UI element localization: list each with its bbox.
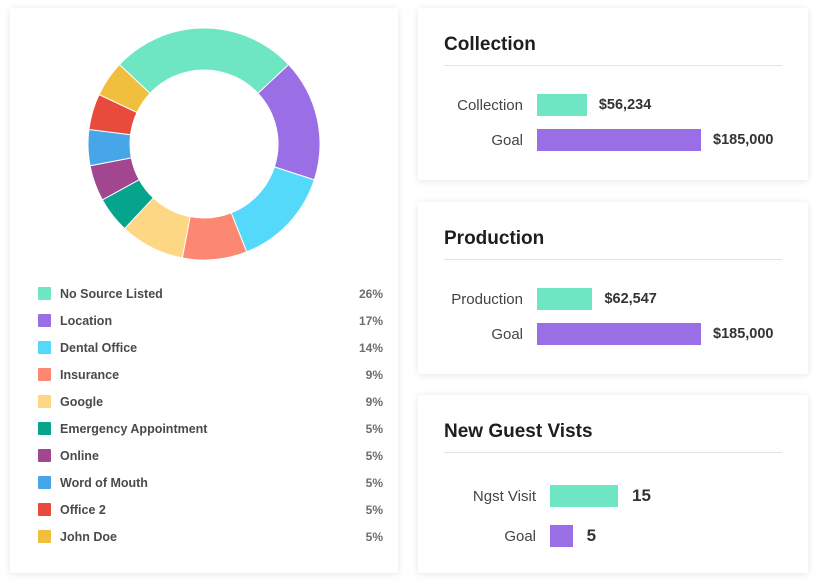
legend-swatch [38, 395, 51, 408]
collection-row-collection: Collection $56,234 [418, 93, 808, 117]
production-row-goal: Goal $185,000 [418, 322, 808, 346]
collection-divider [444, 65, 782, 66]
legend-percentage: 5% [365, 421, 383, 436]
legend-item-no-source-listed: No Source Listed 26% [38, 280, 383, 307]
legend-item-john-doe: John Doe 5% [38, 523, 383, 550]
legend-item-online: Online 5% [38, 442, 383, 469]
production-bar [537, 323, 701, 345]
collection-label: Goal [491, 131, 523, 149]
legend-swatch [38, 503, 51, 516]
production-value: $185,000 [713, 326, 774, 342]
legend-item-emergency-appointment: Emergency Appointment 5% [38, 415, 383, 442]
legend-swatch [38, 341, 51, 354]
legend-percentage: 5% [365, 475, 383, 490]
collection-bar [537, 129, 701, 151]
donut-slice-no-source-listed [118, 27, 290, 95]
donut-slice-john-doe [98, 63, 151, 114]
production-value: $62,547 [604, 291, 657, 307]
production-divider [444, 259, 782, 260]
collection-bar-track: $185,000 [537, 129, 773, 151]
legend-swatch [38, 476, 51, 489]
collection-bar [537, 94, 587, 116]
legend-swatch [38, 287, 51, 300]
legend-swatch [38, 530, 51, 543]
legend-percentage: 9% [365, 394, 383, 409]
legend-label: Google [60, 394, 104, 409]
legend-swatch [38, 314, 51, 327]
production-title: Production [444, 228, 545, 249]
guest-visits-value: 15 [632, 486, 651, 505]
legend-percentage: 17% [358, 313, 383, 328]
production-bar [537, 288, 593, 310]
legend-item-office-2: Office 2 5% [38, 496, 383, 523]
collection-value: $56,234 [598, 97, 652, 113]
production-bar-track: $62,547 [537, 288, 657, 310]
production-label: Goal [491, 325, 523, 343]
production-label: Production [451, 290, 523, 308]
production-row-production: Production $62,547 [418, 287, 808, 311]
legend-percentage: 14% [358, 340, 383, 355]
legend-label: Word of Mouth [60, 475, 148, 490]
legend-percentage: 5% [365, 502, 383, 517]
legend-label: Insurance [60, 367, 120, 382]
legend-item-google: Google 9% [38, 388, 383, 415]
collection-bar-track: $56,234 [537, 94, 651, 116]
legend-label: Online [60, 448, 99, 463]
lead-source-card: No Source Listed 26% Location 17% Dental Off… [10, 8, 398, 573]
guest-visits-bar-track: 15 [550, 485, 651, 507]
collection-card: Collection Collection $56,234 Goal $185,000 [418, 8, 808, 180]
legend-label: Emergency Appointment [60, 421, 208, 436]
legend-item-location: Location 17% [38, 307, 383, 334]
guest-visits-label: Ngst Visit [472, 487, 536, 505]
legend-swatch [38, 368, 51, 381]
legend-label: John Doe [60, 529, 117, 544]
legend-item-word-of-mouth: Word of Mouth 5% [38, 469, 383, 496]
legend-label: No Source Listed [60, 286, 163, 301]
legend-percentage: 9% [365, 367, 383, 382]
legend-percentage: 26% [358, 286, 383, 301]
lead-source-legend: No Source Listed 26% Location 17% Dental Off… [38, 280, 383, 550]
new-guest-visits-title: New Guest Vists [444, 421, 593, 442]
guest-visits-bar-track: 5 [550, 525, 596, 547]
legend-label: Location [60, 313, 113, 328]
collection-row-goal: Goal $185,000 [418, 128, 808, 152]
guest-visits-row-goal: Goal 5 [418, 524, 808, 548]
collection-value: $185,000 [713, 132, 774, 148]
legend-label: Office 2 [60, 502, 106, 517]
collection-label: Collection [457, 96, 523, 114]
guest-visits-bar [550, 485, 618, 507]
donut-slice-dental-office [230, 166, 315, 253]
legend-swatch [38, 449, 51, 462]
legend-percentage: 5% [365, 448, 383, 463]
guest-visits-bar [550, 525, 573, 547]
lead-source-donut-chart [87, 27, 321, 261]
legend-label: Dental Office [60, 340, 138, 355]
legend-swatch [38, 422, 51, 435]
new-guest-visits-divider [444, 452, 782, 453]
guest-visits-row-ngst-visit: Ngst Visit 15 [418, 484, 808, 508]
guest-visits-value: 5 [586, 526, 597, 545]
new-guest-visits-card: New Guest Vists Ngst Visit 15 Goal 5 [418, 395, 808, 573]
legend-percentage: 5% [365, 529, 383, 544]
collection-title: Collection [444, 34, 536, 55]
guest-visits-label: Goal [504, 527, 536, 545]
legend-item-insurance: Insurance 9% [38, 361, 383, 388]
legend-item-dental-office: Dental Office 14% [38, 334, 383, 361]
production-bar-track: $185,000 [537, 323, 773, 345]
production-card: Production Production $62,547 Goal $185,000 [418, 202, 808, 374]
